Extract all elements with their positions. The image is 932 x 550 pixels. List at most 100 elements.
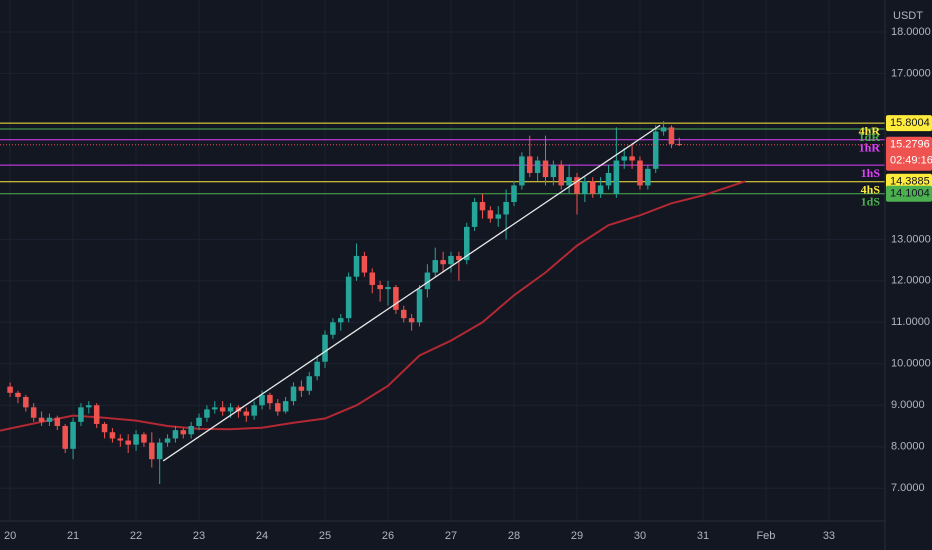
y-tick-label: 10.0000 <box>891 358 931 370</box>
candle-body <box>345 276 352 319</box>
candle-body <box>589 181 596 194</box>
countdown-label: 02:49:16 <box>890 155 932 167</box>
x-tick-label: 31 <box>697 530 709 542</box>
y-tick-label: 18.0000 <box>891 26 931 38</box>
candle-body <box>23 396 29 408</box>
moving-average-line <box>0 180 746 432</box>
candle-body <box>259 394 265 406</box>
candle-body <box>377 284 383 290</box>
candle-body <box>322 334 328 362</box>
level-name: 1dS <box>861 194 881 208</box>
candle-body <box>86 405 92 408</box>
candle-body <box>46 417 53 422</box>
level-price-label: 14.3885 <box>890 176 930 188</box>
candle-body <box>534 160 541 173</box>
level-price-box <box>886 185 932 202</box>
x-tick-label: 26 <box>382 530 394 542</box>
candle-body <box>448 255 454 265</box>
candle-body <box>204 409 210 418</box>
candle-body <box>314 361 320 377</box>
candle-body <box>117 438 124 441</box>
candle-body <box>621 156 627 161</box>
y-tick-label: 7.0000 <box>891 482 925 494</box>
level-price-box <box>886 115 932 132</box>
candle-body <box>219 407 226 412</box>
candle-body <box>432 260 439 273</box>
last-price-box <box>886 136 932 171</box>
candle-body <box>180 430 187 435</box>
axes: 7.0000 8.0000 9.0000 10.0000 11.0000 12.0000 1… <box>4 26 932 542</box>
candle-body <box>660 127 667 132</box>
candle-body <box>605 172 612 186</box>
candle-body <box>353 255 360 277</box>
candle-body <box>645 168 651 186</box>
candle-body <box>38 417 45 422</box>
level-price-label: 14.1004 <box>890 188 930 200</box>
candle-body <box>471 202 478 227</box>
candle-body <box>385 287 391 290</box>
level-name: 4hS <box>861 182 881 196</box>
candle-body <box>668 127 675 144</box>
level-name: 4hR <box>859 124 881 138</box>
candle-body <box>479 202 486 211</box>
candle-body <box>566 177 572 186</box>
candle-body <box>54 417 61 427</box>
candle-body <box>78 407 84 422</box>
candle-body <box>196 417 202 427</box>
candle-body <box>558 164 564 186</box>
candle-body <box>62 426 68 449</box>
x-tick-label: Feb <box>756 530 775 542</box>
candle-body <box>330 322 336 335</box>
candle-body <box>70 421 76 449</box>
candle-body <box>164 438 171 443</box>
candle-body <box>393 287 399 310</box>
candle-body <box>463 226 470 261</box>
level-name: 1dR <box>859 130 881 144</box>
candle-body <box>227 407 234 412</box>
candle-body <box>652 131 659 169</box>
candle-body <box>542 160 549 178</box>
x-tick-label: 33 <box>823 530 835 542</box>
candle-body <box>251 405 257 416</box>
x-tick-label: 28 <box>508 530 520 542</box>
candle-body <box>637 160 643 186</box>
plot-area <box>0 121 885 485</box>
candle-body <box>495 214 502 219</box>
y-tick-label: 12.0000 <box>891 275 931 287</box>
candle-body <box>511 185 517 203</box>
candle-body <box>290 386 297 402</box>
candle-body <box>306 376 313 391</box>
candle-body <box>149 442 155 460</box>
candle-body <box>101 423 108 433</box>
candle-body <box>408 318 415 323</box>
candle-body <box>401 309 407 319</box>
candle-body <box>629 156 635 161</box>
candle-body <box>338 318 344 323</box>
level-name: 1hS <box>861 166 881 180</box>
candle-body <box>188 426 194 435</box>
currency-label: USDT <box>893 10 923 22</box>
x-tick-label: 20 <box>4 530 16 542</box>
candle-body <box>550 164 557 178</box>
x-tick-label: 23 <box>193 530 205 542</box>
candle-body <box>440 260 446 265</box>
x-tick-label: 30 <box>634 530 646 542</box>
candle-body <box>613 160 620 194</box>
candle-body <box>141 434 147 443</box>
x-tick-label: 24 <box>256 530 268 542</box>
candle-body <box>574 177 580 194</box>
y-tick-label: 13.0000 <box>891 233 931 245</box>
candle-body <box>424 272 431 290</box>
x-tick-label: 27 <box>445 530 457 542</box>
candle-body <box>15 392 21 397</box>
y-tick-label: 8.0000 <box>891 441 925 453</box>
candle-body <box>456 255 462 261</box>
candle-body <box>275 403 281 412</box>
candle-body <box>361 255 368 273</box>
candle-body <box>597 185 604 194</box>
candle-body <box>7 386 13 393</box>
last-price-label: 15.2796 <box>890 139 930 151</box>
candle-body <box>243 411 250 416</box>
